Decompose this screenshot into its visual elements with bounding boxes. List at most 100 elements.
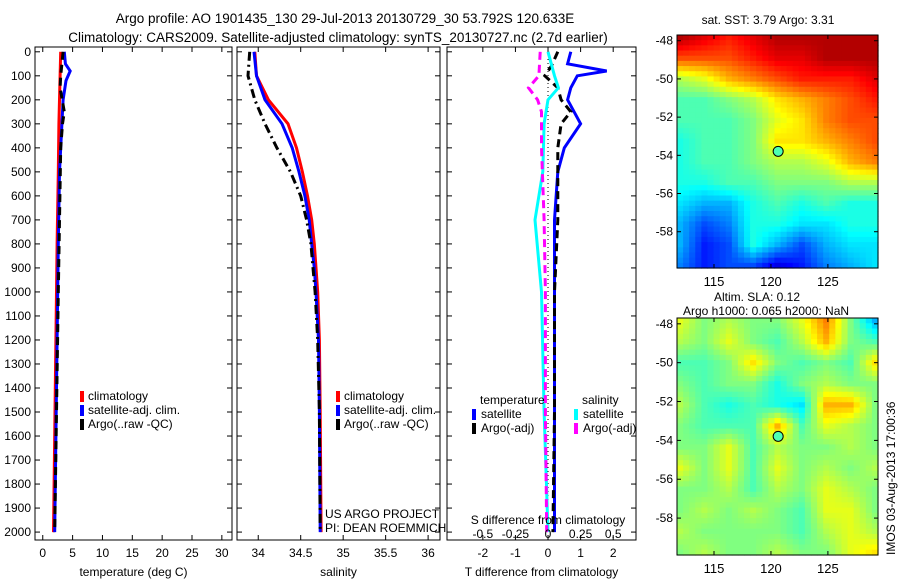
heatmap-cell (786, 354, 794, 361)
heatmap-cell (719, 476, 727, 482)
heatmap-cell (695, 533, 702, 540)
heatmap-cell (731, 323, 739, 330)
heatmap-cell (725, 174, 733, 181)
heatmap-cell (701, 491, 709, 498)
heatmap-cell (817, 439, 824, 445)
heatmap-cell (707, 365, 715, 372)
heatmap-cell (719, 460, 727, 467)
heatmap-cell (804, 328, 812, 335)
heatmap-cell (756, 211, 763, 217)
heatmap-cell (804, 476, 812, 482)
heatmap-cell (774, 164, 782, 171)
pi-credit: PI: DEAN ROEMMICH (325, 521, 446, 535)
heatmap-cell (817, 323, 824, 330)
heatmap-cell (817, 138, 824, 145)
heatmap-cell (823, 91, 830, 98)
heatmap-cell (853, 533, 861, 540)
heatmap-cell (731, 360, 739, 366)
heatmap-cell (701, 195, 709, 202)
heatmap-cell (719, 381, 727, 388)
heatmap-cell (707, 221, 715, 228)
heatmap-cell (798, 491, 806, 498)
heatmap-cell (804, 381, 812, 388)
heatmap-cell (774, 460, 782, 467)
heatmap-cell (804, 491, 812, 498)
heatmap-cell (823, 465, 830, 472)
heatmap-cell (792, 60, 800, 67)
heatmap-cell (695, 35, 702, 41)
heatmap-cell (744, 242, 751, 248)
heatmap-cell (871, 544, 879, 551)
heatmap-cell (683, 216, 690, 222)
heatmap-cell (847, 391, 855, 398)
heatmap-cell (689, 497, 696, 503)
title-line-2: Climatology: CARS2009. Satellite-adjuste… (68, 30, 608, 45)
heatmap-cell (792, 465, 800, 472)
s-tick-label: -0.5 (473, 527, 494, 541)
heatmap-cell (841, 159, 849, 166)
heatmap-cell (725, 102, 733, 109)
heatmap-cell (683, 533, 690, 540)
heatmap-cell (737, 354, 745, 361)
y-tick-label: 500 (11, 165, 31, 179)
heatmap-cell (768, 428, 776, 435)
y-tick-label: 1300 (4, 357, 31, 371)
heatmap-cell (750, 370, 757, 377)
heatmap-cell (780, 35, 788, 41)
heatmap-cell (768, 138, 776, 145)
x-tick-label: 2 (610, 546, 617, 560)
heatmap-cell (835, 107, 843, 114)
heatmap-cell (744, 460, 751, 467)
heatmap-cell (719, 107, 727, 114)
heatmap-cell (762, 102, 769, 109)
heatmap-cell (756, 354, 763, 361)
heatmap-cell (713, 200, 721, 207)
heatmap-cell (731, 143, 739, 150)
heatmap-cell (780, 512, 788, 519)
heatmap-cell (683, 66, 690, 72)
heatmap-cell (780, 154, 788, 160)
heatmap-cell (786, 344, 794, 351)
heatmap-cell (731, 439, 739, 445)
heatmap-cell (817, 112, 824, 119)
heatmap-cell (707, 138, 715, 145)
heatmap-cell (744, 221, 751, 228)
heatmap-cell (804, 138, 812, 145)
heatmap-cell (707, 242, 715, 248)
heatmap-cell (817, 533, 824, 540)
heatmap-cell (823, 117, 830, 124)
heatmap-cell (707, 159, 715, 166)
heatmap-cell (798, 523, 806, 530)
heatmap-cell (780, 128, 788, 134)
heatmap-cell (811, 397, 818, 403)
heatmap-cell (677, 470, 684, 477)
heatmap-cell (774, 375, 782, 382)
heatmap-cell (762, 512, 769, 519)
heatmap-cell (725, 169, 733, 176)
heatmap-cell (768, 460, 776, 467)
heatmap-cell (725, 148, 733, 155)
heatmap-cell (859, 242, 867, 248)
heatmap-cell (853, 470, 861, 477)
y-tick-label: 1700 (4, 453, 31, 467)
heatmap-cell (719, 45, 727, 52)
heatmap-cell (683, 257, 690, 264)
heatmap-cell (707, 40, 715, 46)
heatmap-cell (737, 55, 745, 62)
heatmap-cell (737, 252, 745, 259)
heatmap-cell (804, 375, 812, 382)
heatmap-cell (774, 381, 782, 388)
heatmap-cell (823, 148, 830, 155)
heatmap-cell (774, 528, 782, 535)
heatmap-cell (786, 423, 794, 430)
heatmap-cell (737, 433, 745, 440)
heatmap-cell (744, 523, 751, 530)
heatmap-cell (774, 123, 782, 129)
heatmap-cell (737, 143, 745, 150)
heatmap-cell (756, 190, 763, 197)
heatmap-cell (725, 381, 733, 388)
heatmap-cell (762, 133, 769, 140)
heatmap-cell (798, 216, 806, 222)
heatmap-cell (701, 470, 709, 477)
heatmap-cell (677, 169, 684, 176)
